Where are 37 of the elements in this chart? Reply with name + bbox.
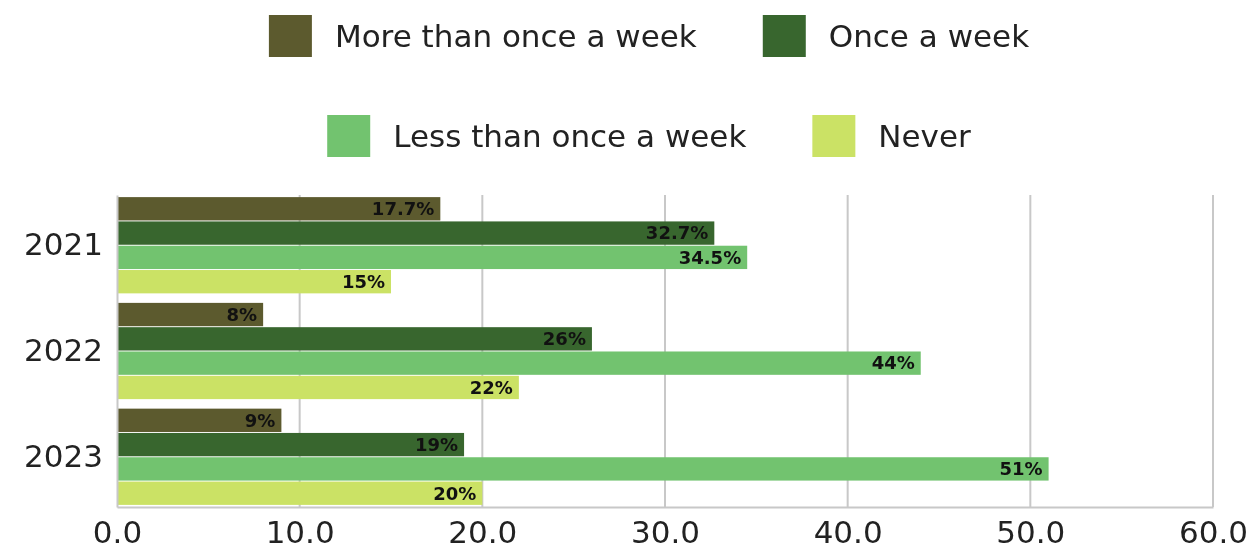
legend-label: Once a week xyxy=(828,17,1030,54)
bar xyxy=(117,245,748,270)
y-tick-label: 2022 xyxy=(24,331,103,368)
x-tick-label: 0.0 xyxy=(92,514,143,551)
data-label: 51% xyxy=(999,458,1043,480)
x-tick-label: 50.0 xyxy=(996,514,1066,551)
data-label: 44% xyxy=(871,352,915,374)
bar xyxy=(117,351,921,375)
bar xyxy=(117,375,519,400)
x-tick-label: 30.0 xyxy=(630,514,701,551)
data-label: 17.7% xyxy=(371,198,435,220)
bar xyxy=(117,432,465,457)
y-tick-label: 2023 xyxy=(24,437,103,474)
data-label: 19% xyxy=(414,433,459,455)
x-tick-label: 60.0 xyxy=(1178,514,1249,551)
x-tick-label: 20.0 xyxy=(448,514,518,551)
data-label: 34.5% xyxy=(678,246,742,268)
data-label: 9% xyxy=(244,409,276,431)
bar xyxy=(117,270,391,294)
data-label: 8% xyxy=(226,303,258,325)
data-label: 32.7% xyxy=(645,222,709,244)
legend-label: Never xyxy=(878,117,972,154)
bar xyxy=(117,457,1049,481)
bar xyxy=(117,327,592,351)
data-label: 15% xyxy=(341,270,385,292)
data-label: 22% xyxy=(469,376,513,398)
bar xyxy=(117,481,483,505)
legend-label: More than once a week xyxy=(334,17,697,54)
bar xyxy=(117,221,715,245)
legend-label: Less than once a week xyxy=(393,117,747,154)
bar xyxy=(117,408,282,432)
bar xyxy=(117,197,441,221)
x-tick-label: 10.0 xyxy=(265,514,335,551)
y-tick-label: 2021 xyxy=(24,226,103,263)
x-tick-label: 40.0 xyxy=(813,514,883,551)
data-label: 20% xyxy=(433,482,477,504)
data-label: 26% xyxy=(542,328,586,350)
